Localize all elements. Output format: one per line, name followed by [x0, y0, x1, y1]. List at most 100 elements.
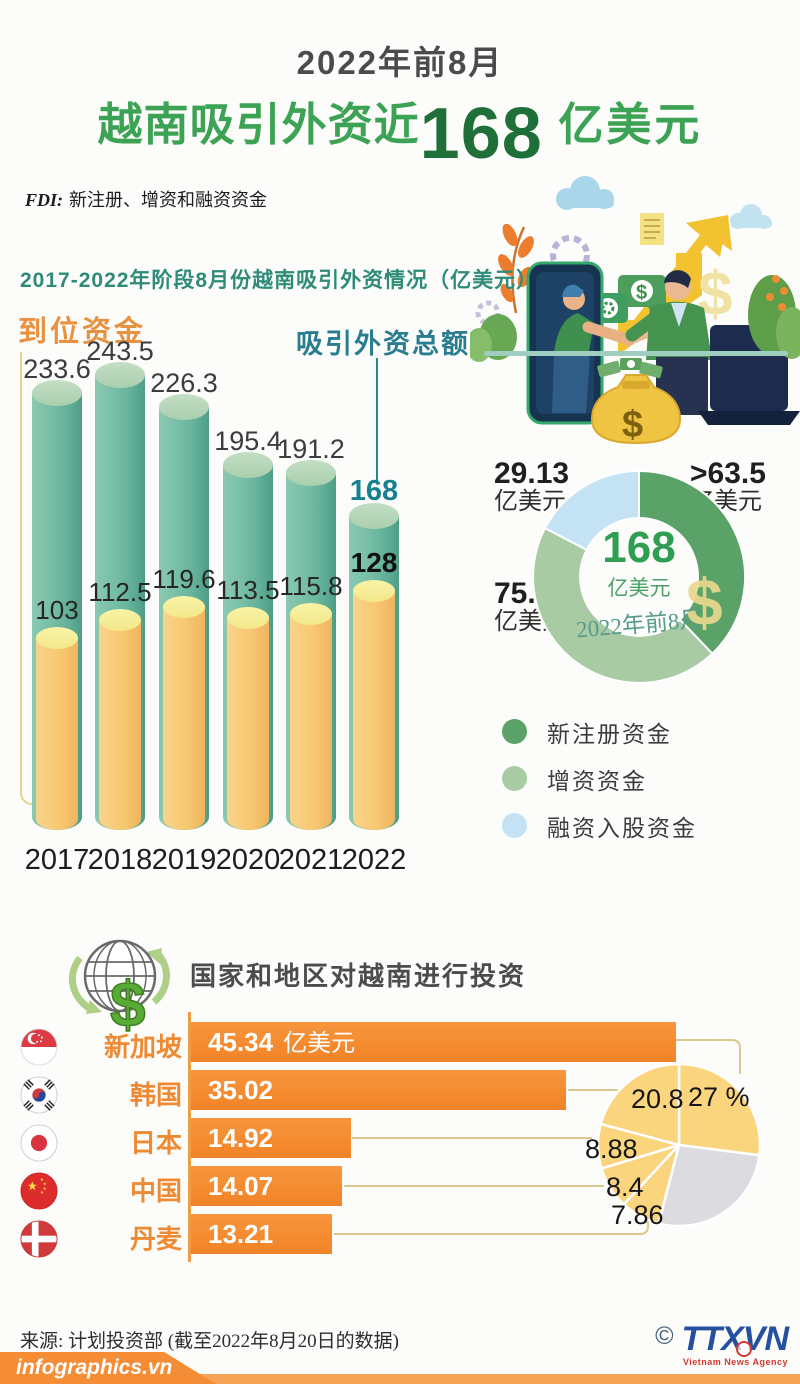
total-value-label: 226.3 [150, 368, 218, 398]
agency-subtitle: Vietnam News Agency [682, 1357, 788, 1367]
donut-slice [543, 469, 640, 552]
arrived-cylinder-top [227, 607, 269, 629]
donut-legend: 新注册资金增资资金融资入股资金 [502, 708, 697, 849]
year-label: 2019 [151, 844, 217, 876]
agency-logo: © TTXVN Vietnam News Agency [638, 1320, 789, 1367]
total-leader-line [376, 358, 378, 482]
arrived-value-label: 113.5 [216, 575, 280, 605]
fdi-text: 新注册、增资和融资资金 [69, 190, 268, 210]
arrived-cylinder-body [163, 607, 205, 830]
pie-slice [599, 1062, 681, 1147]
arrived-cylinder-top [36, 627, 78, 649]
money-bag-icon: $ [590, 374, 682, 446]
copyright-icon: © [655, 1322, 674, 1350]
arrived-cylinder-body [36, 638, 78, 830]
pie-slice-label: 27 % [688, 1082, 750, 1112]
svg-text:$: $ [622, 404, 643, 446]
total-cylinder-top [159, 394, 209, 420]
total-cylinder-top [223, 452, 273, 478]
pie-slice-label: 20.8 [631, 1084, 684, 1114]
year-label: 2022 [341, 844, 407, 876]
legend-item: 融资入股资金 [502, 802, 697, 849]
title-prefix: 越南吸引外资近 [97, 99, 420, 150]
page-title: 越南吸引外资近168 亿美元 [0, 88, 800, 175]
fdi-note: FDI: 新注册、增资和融资资金 [25, 186, 267, 212]
pretitle: 2022年前8月 [296, 44, 504, 81]
finance-illustration: $ $ [470, 176, 800, 446]
fdi-label: FDI: [25, 190, 64, 210]
country-bar: 13.21 [191, 1214, 332, 1254]
donut-slice-label: 29.13 亿美元 [494, 457, 570, 515]
phone-person-icon [526, 261, 604, 425]
infographics-banner[interactable]: infographics.vn [0, 1352, 216, 1384]
pie-slice [677, 1062, 762, 1157]
year-label: 2020 [215, 844, 281, 876]
arrived-cylinder-top [353, 580, 395, 602]
footer-strip [0, 1374, 800, 1384]
total-value-label: 168 [349, 475, 399, 507]
series-label-total: 吸引外资总额 [296, 329, 470, 359]
country-label: 新加坡 [103, 1032, 182, 1062]
flag-sg-icon [20, 1028, 58, 1066]
total-value-label: 233.6 [23, 354, 91, 384]
legend-item: 增资资金 [502, 755, 697, 802]
arrived-value-label: 128 [350, 547, 398, 578]
country-axis-line [188, 1012, 191, 1262]
pie-slice-label: 8.4 [606, 1172, 644, 1202]
ttxvn-logo: TTXVN [681, 1320, 789, 1358]
pie-slice-label: 7.86 [611, 1200, 664, 1230]
series-label-arrived: 到位资金 [18, 316, 147, 348]
legend-dot-icon [502, 813, 527, 838]
arrived-cylinder-body [99, 620, 141, 830]
globe-emblem-icon [735, 1341, 752, 1357]
legend-label: 融资入股资金 [547, 815, 697, 841]
pie-slice [657, 1143, 761, 1228]
country-label: 中国 [129, 1176, 182, 1206]
svg-text:$: $ [110, 968, 146, 1036]
gear-icon [475, 300, 501, 326]
column-chart-title: 2017-2022年阶段8月份越南吸引外资情况（亿美元） [20, 269, 539, 292]
title-number: 168 [419, 94, 543, 174]
arrived-value-label: 112.5 [88, 577, 152, 607]
total-value-label: 195.4 [214, 426, 282, 456]
flag-kr-icon [20, 1076, 58, 1114]
donut-slice [532, 526, 714, 684]
country-bar: 14.07 [191, 1166, 342, 1206]
cloud-icon [730, 204, 772, 229]
pie-leader-lines [334, 1039, 741, 1235]
globe-dollar-icon: $ [68, 939, 170, 1036]
svg-text:$: $ [636, 282, 647, 304]
arrived-value-label: 103 [35, 595, 79, 625]
arrived-cylinder-body [227, 618, 269, 830]
year-label: 2018 [87, 844, 153, 876]
country-bar: 35.02 [191, 1070, 566, 1110]
dollar-watermark-icon: $ [686, 565, 723, 639]
country-label: 丹麦 [129, 1224, 182, 1254]
total-cylinder-top [349, 503, 399, 529]
column-chart: 233.6 103 243.5 112.5 226.3 119.6 195.4 113.5 19… [20, 336, 420, 842]
cloud-icon [556, 176, 614, 210]
arrived-cylinder-top [99, 609, 141, 631]
total-cylinder-top [286, 460, 336, 486]
total-cylinder-top [32, 380, 82, 406]
country-bar: 45.34 亿美元 [191, 1022, 676, 1062]
country-bar: 14.92 [191, 1118, 351, 1158]
country-label: 日本 [129, 1128, 182, 1158]
source-note: 来源: 计划投资部 (截至2022年8月20日的数据) [20, 1331, 399, 1352]
arrived-value-label: 119.6 [152, 564, 216, 594]
year-label: 2021 [278, 844, 344, 876]
country-label: 韩国 [129, 1080, 182, 1110]
title-suffix: 亿美元 [542, 99, 703, 150]
flag-dk-icon [20, 1220, 58, 1258]
total-cylinder-top [95, 362, 145, 388]
total-value-label: 191.2 [277, 434, 345, 464]
total-value-label: 243.5 [86, 336, 154, 366]
berry-branch-icon [766, 275, 788, 311]
donut-slice-label: >63.5 亿美元 [690, 457, 766, 515]
brand-text: infographics.vn [16, 1356, 173, 1379]
legend-label: 新注册资金 [547, 721, 672, 747]
arrived-cylinder-top [163, 596, 205, 618]
flag-jp-icon [20, 1124, 58, 1162]
arrived-cylinder-body [353, 591, 395, 830]
